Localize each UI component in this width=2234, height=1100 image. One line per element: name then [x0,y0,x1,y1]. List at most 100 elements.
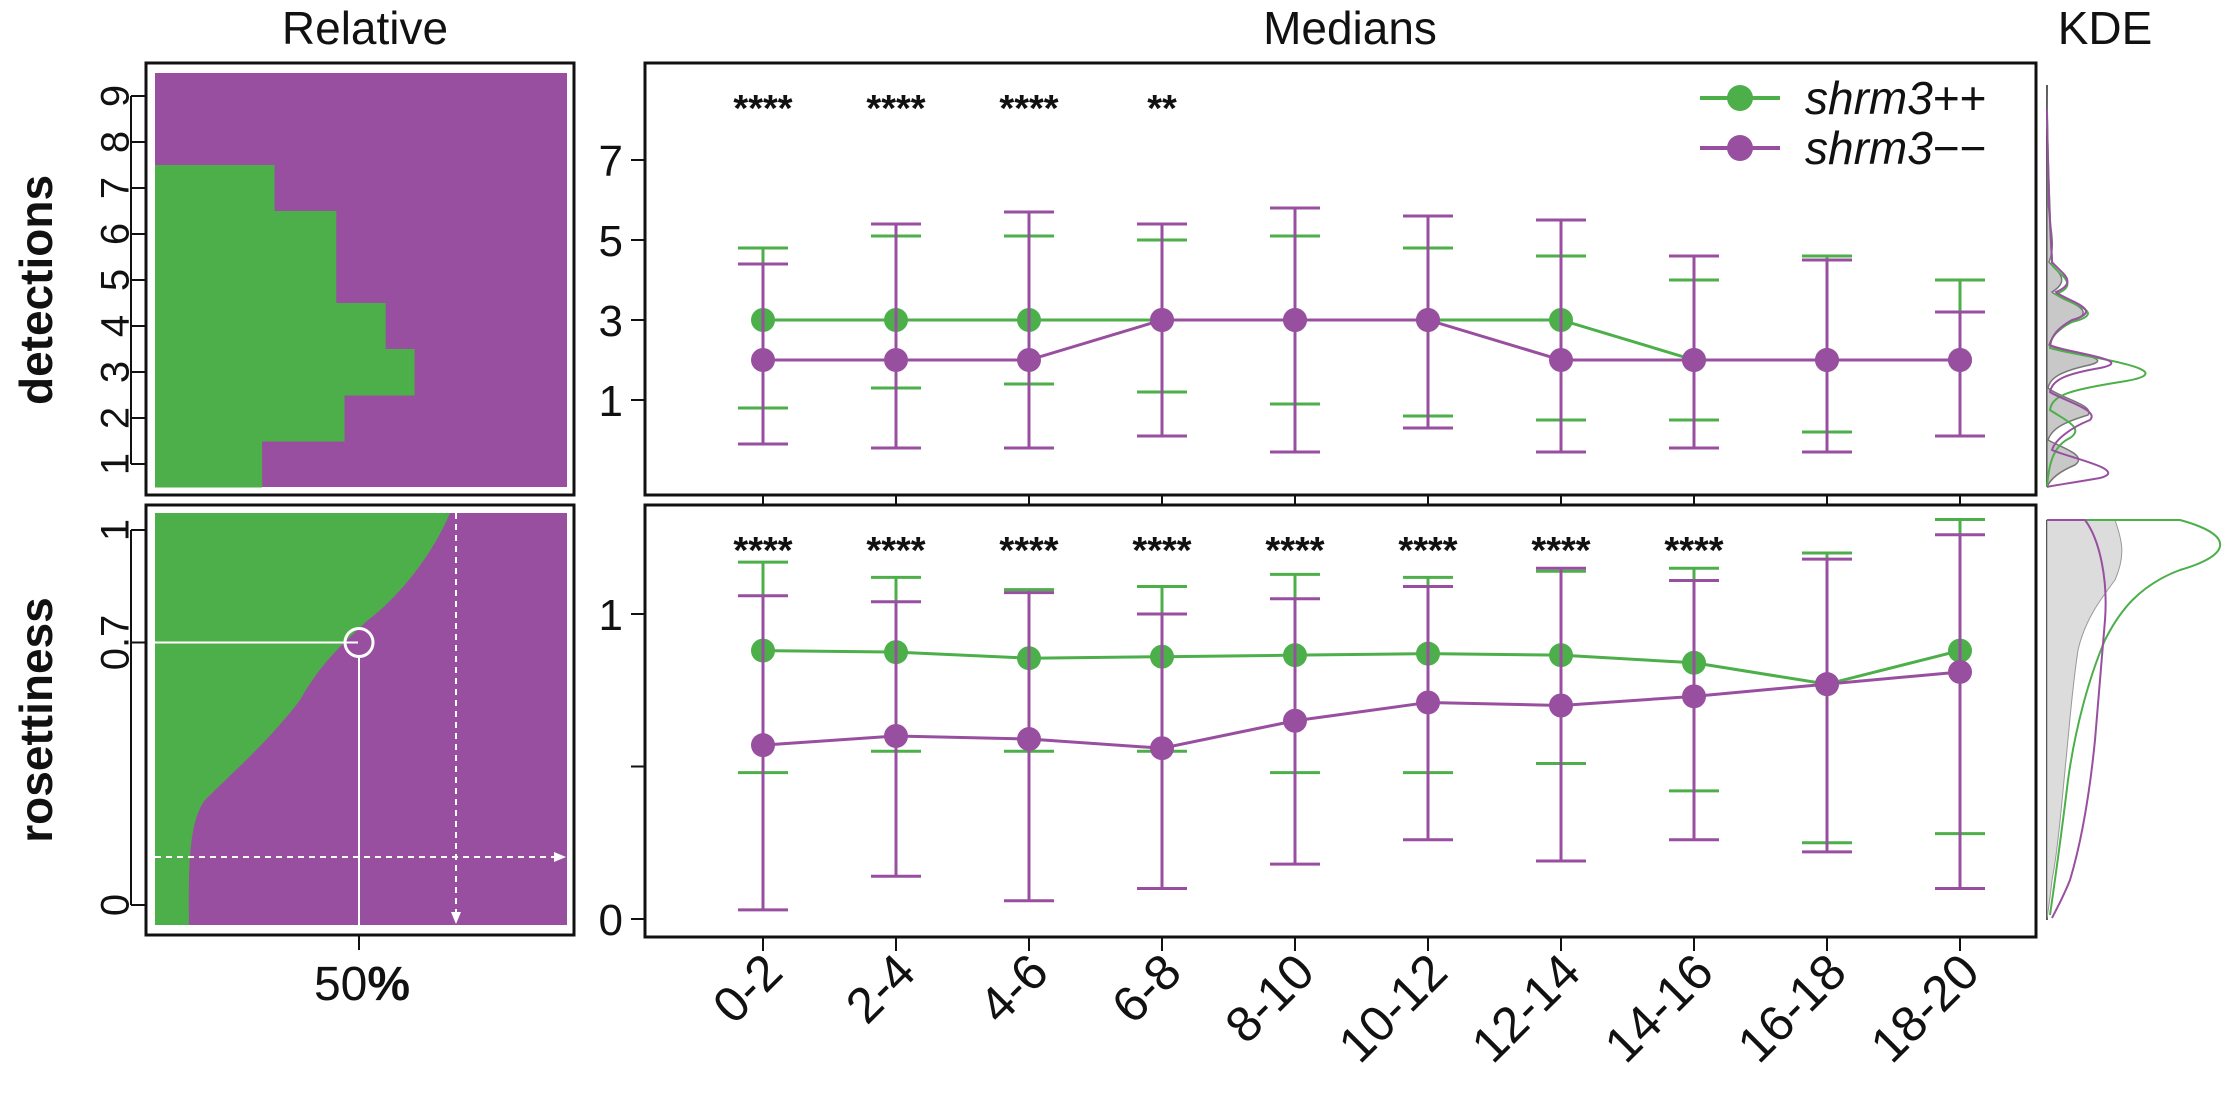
legend-marker [1727,85,1753,111]
relative-median-marker [343,627,375,658]
x-tick-label: 6-8 [1101,943,1192,1034]
legend-label-genotype: ++ [1933,72,1987,124]
relative-detections-tick-label: 6 [94,223,138,245]
relative-detections-tick-label: 2 [94,407,138,429]
x-tick-label: 2-4 [835,943,926,1034]
kde-detections-density-all [2046,84,2098,488]
median-point [1150,308,1174,332]
medians-detections-significance: **** [733,88,792,130]
kde-rosettiness-panel [2046,519,2222,921]
medians-rosettiness-significance: **** [999,530,1058,572]
relative-detections-bar [155,395,345,442]
legend-label-genotype: −− [1933,122,1987,174]
median-line [763,318,1960,362]
x-tick-label: 18-20 [1860,943,1990,1073]
relative-detections-tick-label: 5 [94,269,138,291]
medians-rosettiness-significance: **** [866,530,925,572]
median-point [884,724,908,748]
medians-detections-y-tick-label: 1 [599,377,623,426]
relative-detections-tick-label: 3 [94,361,138,383]
relative-detections-tick-label: 8 [94,131,138,153]
median-point [1017,348,1041,372]
x-tick-label: 0-2 [702,943,793,1034]
relative-title: Relative [282,2,448,54]
kde-detections-panel [2046,84,2147,488]
medians-rosettiness-significance: **** [733,530,792,572]
legend: shrm3++shrm3−− [1700,72,1987,174]
medians-rosettiness-significance: **** [1398,530,1457,572]
kde-detections-density-mut [2046,109,2113,488]
legend-label-gene: shrm3 [1805,122,1933,174]
relative-xlabel-unit: % [367,958,410,1011]
relative-detections-tick-label: 4 [94,315,138,337]
medians-rosettiness-significance: **** [1531,530,1590,572]
medians-detections-significance: **** [999,88,1058,130]
median-point [1815,672,1839,697]
relative-detections-bar [155,349,415,396]
medians-detections-y-tick-label: 7 [599,137,623,186]
median-point [1549,693,1573,718]
median-point [1948,659,1972,684]
kde-rosettiness-density-mut [2047,519,2107,919]
median-point [1549,348,1573,372]
legend-label: shrm3++ [1805,72,1987,124]
relative-rosettiness-panel: 00.71 [94,503,576,950]
rosettiness-row-label: rosettiness [10,597,62,842]
median-point [1283,708,1307,733]
median-point [1815,348,1839,372]
x-tick-label: 14-16 [1594,943,1724,1073]
median-point [751,348,775,372]
legend-item: shrm3++ [1700,72,1987,124]
median-point [1682,348,1706,372]
relative-detections-bar [155,441,263,488]
median-line [762,670,1961,750]
medians-detections-significance: **** [866,88,925,130]
medians-detections-frame [643,61,2038,497]
relative-xlabel-value: 50 [314,958,367,1011]
medians-rosettiness-significance: **** [1664,530,1723,572]
median-point [1416,690,1440,715]
x-tick-labels: 0-2 2-4 4-6 6-8 8-10 10-12 12-14 14-16 16-18 18-2… [702,943,1990,1073]
x-tick-label: 12-14 [1461,943,1591,1073]
medians-rosettiness-significance: **** [1265,530,1324,572]
relative-detections-tick-label: 9 [94,85,138,107]
legend-item: shrm3−− [1700,122,1987,174]
x-tick-label: 10-12 [1328,943,1458,1073]
relative-rosettiness-green-area [155,513,450,925]
medians-rosettiness-series-mut [738,533,1985,912]
x-tick-label: 4-6 [968,943,1059,1034]
relative-dashed-arrow-right [554,852,566,862]
x-tick-label: 16-18 [1727,943,1857,1073]
medians-rosettiness-y-tick-label: 1 [599,591,623,640]
relative-detections-bar [155,303,386,350]
relative-detections-tick-label: 1 [94,453,138,475]
median-point [751,733,775,758]
medians-rosettiness-y-tick-label: 0 [599,896,623,945]
medians-rosettiness-significance: **** [1132,530,1191,572]
legend-label-gene: shrm3 [1805,72,1933,124]
median-point [1682,684,1706,709]
x-tick-label: 8-10 [1214,943,1324,1053]
relative-detections-panel: 1 2 3 4 5 6 7 8 9 [94,61,576,497]
relative-dashed-arrow-down [451,912,461,924]
legend-marker [1727,135,1753,161]
median-point [1948,348,1972,372]
medians-detections-y-tick-label: 3 [599,297,623,346]
median-point [1416,308,1440,332]
median-line [762,649,1961,686]
relative-detections-bar [155,257,337,304]
medians-detections-y-tick-label: 5 [599,217,623,266]
relative-detections-bar [155,211,337,258]
medians-rosettiness-panel: 0 1 **** **** **** **** **** **** **** **** [599,503,2038,951]
relative-detections-tick-label: 7 [94,177,138,199]
median-point [1017,727,1041,752]
median-point [884,348,908,372]
kde-rosettiness-density-all [2046,519,2123,921]
medians-detections-significance: ** [1147,88,1177,130]
legend-label: shrm3−− [1805,122,1987,174]
relative-detections-frame [144,61,576,497]
kde-rosettiness-density-wt [2047,519,2222,916]
relative-rosettiness-tick-label: 0 [94,894,138,916]
